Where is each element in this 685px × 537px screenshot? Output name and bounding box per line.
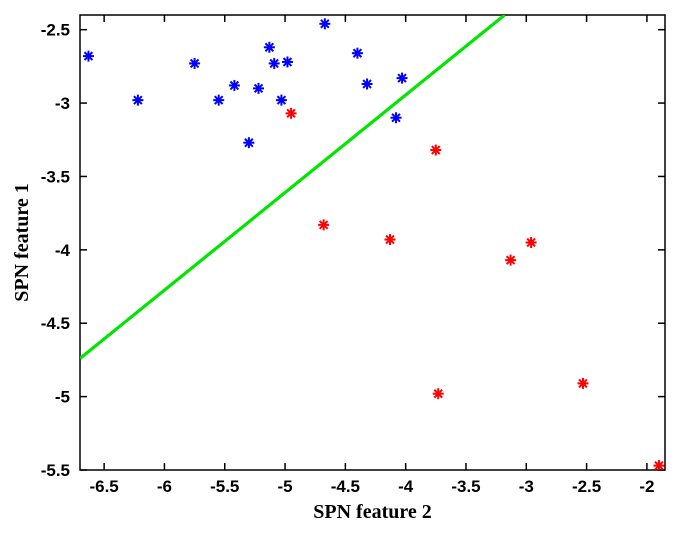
- red-point: [286, 108, 297, 119]
- blue-point: [264, 42, 275, 53]
- x-tick-label: -5: [277, 477, 292, 496]
- blue-point: [253, 83, 264, 94]
- scatter-chart: -6.5 -6 -5.5 -5 -4.5 -4 -3.5 -3 -2.5 -2 -5.5 -5 -4.5…: [0, 0, 685, 537]
- y-tick-label: -5: [55, 388, 70, 407]
- y-tick-label: -3.5: [41, 167, 70, 186]
- blue-point: [269, 58, 280, 69]
- x-tick-label: -5.5: [210, 477, 239, 496]
- blue-point: [213, 95, 224, 106]
- x-tick-label: -3.5: [451, 477, 480, 496]
- blue-point: [189, 58, 200, 69]
- red-point: [505, 255, 516, 266]
- red-point: [430, 145, 441, 156]
- blue-point: [319, 18, 330, 29]
- y-tick-label: -4.5: [41, 314, 70, 333]
- blue-point: [352, 48, 363, 59]
- red-point: [384, 234, 395, 245]
- red-point: [433, 388, 444, 399]
- red-point: [577, 378, 588, 389]
- blue-point: [276, 95, 287, 106]
- blue-point: [391, 112, 402, 123]
- y-tick-label: -5.5: [41, 461, 70, 480]
- x-axis-label: SPN feature 2: [313, 501, 432, 523]
- x-tick-label: -6.5: [89, 477, 118, 496]
- blue-point: [132, 95, 143, 106]
- red-point: [526, 237, 537, 248]
- blue-point: [362, 78, 373, 89]
- red-point: [318, 219, 329, 230]
- blue-point: [229, 80, 240, 91]
- x-tick-label: -3: [519, 477, 534, 496]
- y-tick-label: -3: [55, 94, 70, 113]
- x-tick-label: -4.5: [331, 477, 360, 496]
- y-tick-label: -2.5: [41, 21, 70, 40]
- x-tick-label: -2.5: [572, 477, 601, 496]
- x-tick-label: -6: [157, 477, 172, 496]
- y-tick-label: -4: [55, 241, 71, 260]
- blue-point: [243, 137, 254, 148]
- x-tick-label: -4: [398, 477, 414, 496]
- y-axis-label: SPN feature 1: [11, 183, 33, 302]
- blue-point: [83, 51, 94, 62]
- separator-line: [80, 15, 505, 358]
- red-point: [653, 460, 664, 471]
- x-tick-label: -2: [639, 477, 654, 496]
- blue-point: [282, 56, 293, 67]
- blue-point: [397, 73, 408, 84]
- chart-svg: -6.5 -6 -5.5 -5 -4.5 -4 -3.5 -3 -2.5 -2 -5.5 -5 -4.5…: [0, 0, 685, 537]
